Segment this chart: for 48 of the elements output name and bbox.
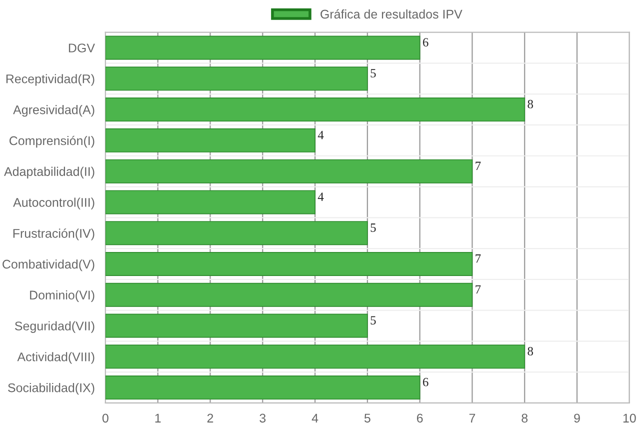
data-label: 6: [422, 378, 428, 386]
x-tick-label: 7: [469, 414, 476, 422]
x-tick-label: 8: [522, 414, 528, 423]
y-tick-label: Agresividad(A): [13, 105, 94, 117]
x-tick-label: 0: [102, 414, 108, 423]
bar: [105, 159, 473, 184]
data-label: 5: [370, 316, 376, 325]
x-tick-label: 9: [574, 414, 580, 423]
legend-label: Gráfica de resultados IPV: [320, 9, 462, 19]
x-tick-label: 6: [416, 414, 423, 423]
data-label: 4: [318, 130, 324, 140]
bar: [105, 98, 526, 122]
bar: [105, 221, 368, 246]
data-label: 7: [476, 162, 481, 170]
y-tick-label: Actividad(VIII): [17, 352, 94, 364]
x-tick-label: 5: [364, 414, 370, 423]
data-label: 8: [528, 100, 534, 108]
bar: [105, 36, 420, 60]
y-tick-label: Seguridad(VII): [14, 321, 94, 333]
y-tick-label: Receptividad(R): [6, 74, 94, 86]
data-label: 6: [422, 38, 428, 47]
y-tick-label: Comprensión(I): [10, 136, 94, 148]
data-label: 8: [528, 346, 534, 356]
bar: [105, 252, 473, 276]
bar: [105, 314, 368, 338]
x-tick-label: 3: [260, 414, 266, 423]
x-tick-label: 4: [312, 414, 318, 422]
x-tick-label: 1: [155, 414, 161, 422]
bar: [105, 344, 526, 369]
y-tick-label: Dominio(VI): [30, 290, 94, 302]
data-label: 5: [370, 69, 376, 78]
x-tick-label: 2: [207, 414, 214, 422]
data-label: 5: [370, 224, 376, 232]
y-tick-label: Sociabilidad(IX): [8, 383, 94, 395]
y-tick-label: Frustración(IV): [13, 228, 94, 240]
y-tick-label: DGV: [68, 44, 95, 52]
bar: [105, 376, 420, 400]
bar: [105, 128, 316, 152]
data-label: 4: [318, 192, 324, 201]
bar: [105, 190, 316, 214]
x-tick-label: 10: [623, 414, 636, 423]
data-label: 7: [476, 254, 481, 263]
y-tick-label: Combatividad(V): [2, 259, 94, 272]
bar: [105, 66, 368, 91]
bar: [105, 282, 473, 307]
y-tick-label: Autocontrol(III): [13, 198, 94, 210]
y-tick-label: Adaptabilidad(II): [4, 166, 94, 178]
data-label: 7: [476, 285, 481, 294]
